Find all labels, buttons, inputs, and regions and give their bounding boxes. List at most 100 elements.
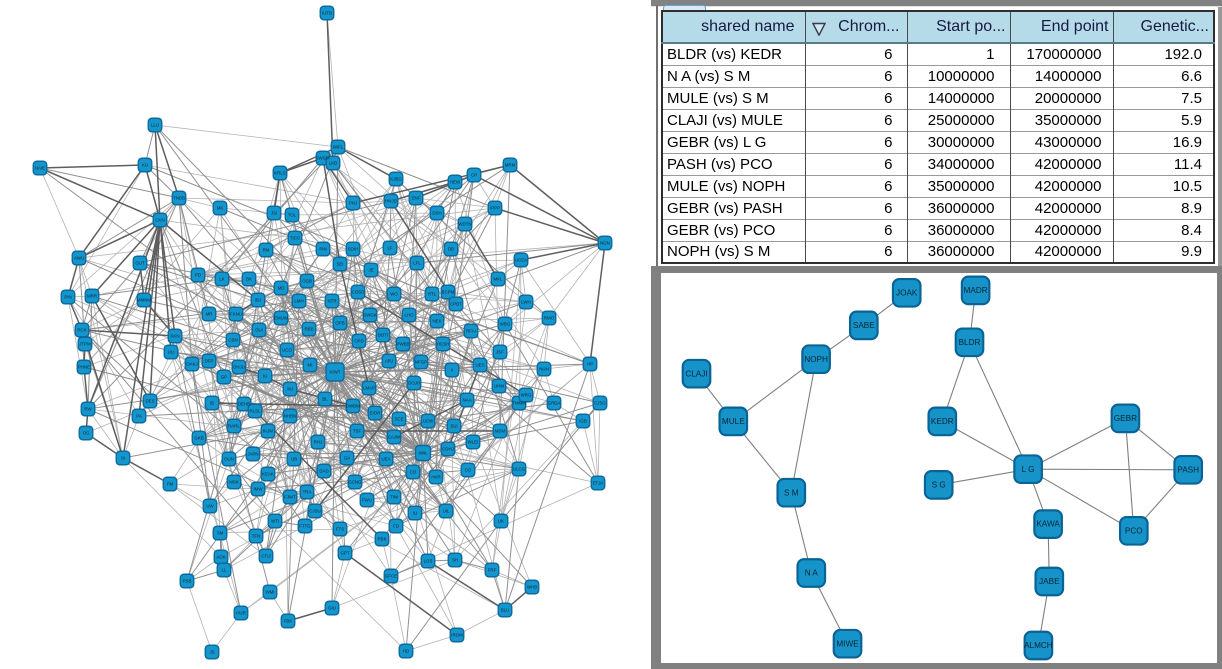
svg-text:NOPH: NOPH [804,355,828,364]
svg-text:UB: UB [291,457,297,462]
svg-text:HUR: HUR [236,611,246,616]
svg-text:DWBW: DWBW [346,404,361,409]
svg-text:KIWT: KIWT [330,370,341,375]
svg-text:HEW: HEW [450,180,461,185]
svg-text:FTS: FTS [336,527,344,532]
svg-text:TSF: TSF [353,429,362,434]
svg-text:SM: SM [217,531,224,536]
svg-text:HP: HP [587,362,593,367]
svg-text:SCE: SCE [394,417,403,422]
svg-text:CJSG: CJSG [594,401,606,406]
svg-text:II: II [451,368,453,373]
svg-text:JAPN: JAPN [247,452,258,457]
svg-text:FBK: FBK [284,619,293,624]
svg-text:WRG: WRG [521,393,532,398]
svg-text:RARL: RARL [228,424,240,429]
svg-text:IB: IB [210,401,214,406]
svg-text:FJWT: FJWT [284,495,296,500]
svg-text:IKJM: IKJM [263,429,273,434]
svg-text:KRLS: KRLS [274,171,286,176]
svg-text:IUTB: IUTB [322,11,332,16]
svg-text:GPT: GPT [340,551,349,556]
svg-text:TIW: TIW [390,495,399,500]
svg-text:FKNU: FKNU [230,312,242,317]
svg-text:JS: JS [209,650,214,655]
svg-text:ARJ: ARJ [385,359,393,364]
svg-text:CKN: CKN [155,218,164,223]
svg-text:GEBR: GEBR [1114,414,1137,423]
svg-text:MADR: MADR [964,286,988,295]
svg-text:UHM: UHM [494,384,504,389]
svg-text:PNJ: PNJ [349,201,357,206]
svg-text:WTI: WTI [271,519,279,524]
svg-text:GFCE: GFCE [385,574,397,579]
svg-text:EIOR: EIOR [370,411,381,416]
svg-text:IPPP: IPPP [490,206,500,211]
svg-text:RFAI: RFAI [466,329,476,334]
svg-text:OG: OG [83,431,90,436]
svg-text:DES: DES [145,399,154,404]
svg-text:SOIH: SOIH [348,247,359,252]
svg-text:HCSH: HCSH [437,342,449,347]
svg-text:LK: LK [219,277,224,282]
svg-text:GA: GA [344,456,350,461]
svg-text:HD: HD [403,649,409,654]
svg-text:BK: BK [246,277,252,282]
svg-text:OGB: OGB [302,279,312,284]
svg-text:MI: MI [308,363,313,368]
svg-text:JE: JE [368,268,373,273]
svg-text:KJBG: KJBG [390,177,402,182]
svg-text:TMMM: TMMM [512,401,526,406]
svg-text:NEK: NEK [432,319,441,324]
svg-text:RHJ: RHJ [314,440,323,445]
svg-text:LHO: LHO [404,313,414,318]
svg-text:TRA: TRA [303,490,312,495]
svg-text:ULCG: ULCG [513,467,526,472]
svg-text:JWGM: JWGM [316,156,330,161]
svg-text:L G: L G [1022,465,1035,474]
svg-text:MKL: MKL [493,277,503,282]
svg-text:LWH: LWH [521,300,530,305]
svg-text:CP: CP [471,173,477,178]
svg-text:MRR: MRR [87,294,97,299]
svg-text:CPD: CPD [354,339,363,344]
svg-text:IBJ: IBJ [255,298,261,303]
svg-text:SUI: SUI [450,424,457,429]
svg-text:ETJA: ETJA [593,481,604,486]
svg-text:WDTN: WDTN [458,222,471,227]
svg-text:MULE: MULE [722,417,745,426]
svg-text:BCPM: BCPM [442,290,455,295]
svg-text:COSD: COSD [352,290,365,295]
svg-text:LMAP: LMAP [363,386,375,391]
svg-text:PIN: PIN [319,247,326,252]
svg-text:IWFL: IWFL [333,145,344,150]
svg-text:NAIE: NAIE [35,166,45,171]
svg-text:LLU: LLU [151,123,159,128]
svg-text:DAD: DAD [319,469,328,474]
svg-text:WJ: WJ [287,387,293,392]
svg-text:SH: SH [452,558,458,563]
svg-text:WO: WO [390,292,398,297]
svg-text:NUN: NUN [539,367,549,372]
svg-text:DEHB: DEHB [238,402,250,407]
svg-text:PD: PD [195,273,201,278]
svg-text:CO: CO [410,470,417,475]
svg-text:BL: BL [322,397,328,402]
svg-text:UCEA: UCEA [515,258,527,263]
svg-text:KI: KI [263,374,267,379]
svg-text:PIN: PIN [64,295,71,300]
svg-text:JSF: JSF [496,350,504,355]
svg-text:ENF: ENF [412,196,421,201]
svg-text:CDHJ: CDHJ [442,447,454,452]
svg-text:S G: S G [932,481,946,490]
svg-text:OUN: OUN [224,457,234,462]
svg-text:GIU: GIU [328,606,336,611]
svg-text:RBK: RBK [377,537,386,542]
svg-text:FM: FM [167,482,174,487]
svg-text:BLU: BLU [501,608,510,613]
svg-text:TFN: TFN [252,534,261,539]
svg-text:GUT: GUT [135,261,145,266]
svg-text:SEI: SEI [336,262,343,267]
svg-text:CSN: CSN [228,338,237,343]
svg-text:NGN: NGN [600,241,610,246]
